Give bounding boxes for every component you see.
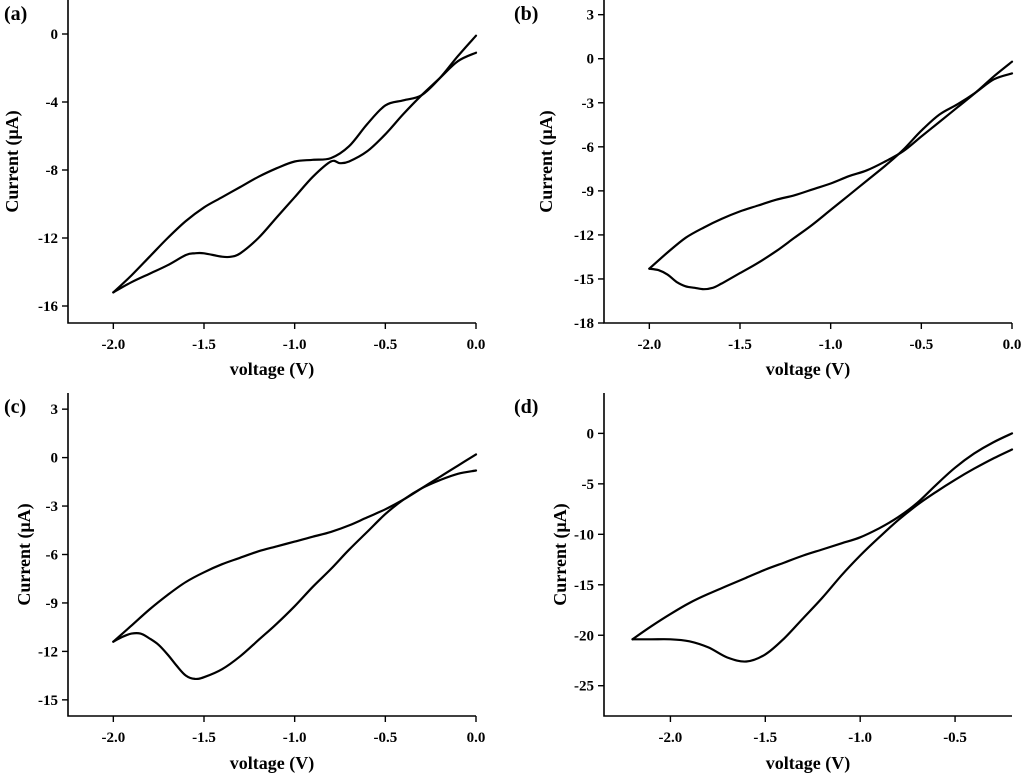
series-line-upper [112, 34, 478, 294]
x-tick-label: -1.0 [848, 730, 872, 746]
y-tick-label: -12 [38, 231, 58, 247]
chart-panel: 0 -4 -8 -12 -16 -2.0 -1.5 -1.0 -0.5 0.0 voltage (V… [2, 0, 485, 380]
y-tick-label: -9 [46, 596, 59, 612]
y-tick-label: -15 [38, 693, 58, 709]
axis-frame [67, 0, 476, 324]
y-axis-label: Current (μA) [536, 110, 557, 212]
x-tick-label: -2.0 [101, 337, 125, 353]
chart-panel: 3 0 -3 -6 -9 -12 -15 -2.0 -1.5 -1.0 -0.5 0.0 voltage… [4, 393, 485, 774]
y-axis-label: Current (μA) [2, 110, 23, 212]
x-tick-label: -1.5 [753, 730, 777, 746]
chart-panel: 3 0 -3 -6 -9 -12 -15 -18 -2.0 -1.5 -1.0 -0.5 0.0 volt… [514, 0, 1021, 380]
x-tick-label: 0.0 [1003, 337, 1022, 353]
x-tick-label: -0.5 [373, 337, 397, 353]
x-tick-label: -1.0 [283, 730, 307, 746]
x-tick-label: -1.0 [283, 337, 307, 353]
series-line-lower [648, 72, 1014, 291]
y-tick-label: -15 [574, 272, 594, 288]
x-tick-label: -0.5 [909, 337, 933, 353]
y-tick-label: -16 [38, 299, 58, 315]
y-tick-label: -3 [46, 499, 59, 515]
series-line-lower [631, 448, 1014, 663]
y-tick-label: -5 [582, 477, 595, 493]
y-tick-label: -12 [574, 228, 594, 244]
x-axis-label: voltage (V) [766, 753, 850, 774]
x-tick-label: -0.5 [943, 730, 967, 746]
y-tick-label: 3 [51, 402, 59, 418]
y-axis-label: Current (μA) [550, 503, 571, 605]
y-tick-label: -6 [582, 140, 595, 156]
y-tick-label: 3 [587, 8, 595, 24]
x-axis-label: voltage (V) [230, 359, 314, 380]
y-tick-label: -25 [574, 679, 594, 695]
panel-label: (b) [514, 3, 538, 25]
y-tick-label: 0 [51, 451, 59, 467]
series-line-lower [112, 51, 478, 294]
y-tick-label: -9 [582, 184, 595, 200]
series-line-lower [112, 469, 478, 681]
x-tick-label: 0.0 [467, 337, 486, 353]
y-tick-label: -6 [46, 548, 59, 564]
axis-frame [67, 393, 476, 717]
series-line-upper [648, 60, 1014, 270]
series-line-upper [631, 432, 1014, 641]
y-tick-label: 0 [587, 52, 595, 68]
y-tick-label: -3 [582, 96, 595, 112]
y-tick-label: -15 [574, 578, 594, 594]
y-tick-label: 0 [587, 426, 595, 442]
chart-panel: 0 -5 -10 -15 -20 -25 -2.0 -1.5 -1.0 -0.5 voltage (… [514, 393, 1014, 774]
y-tick-label: -18 [574, 316, 594, 332]
panel-label: (d) [514, 396, 538, 418]
x-tick-label: 0.0 [467, 730, 486, 746]
y-tick-label: -10 [574, 527, 594, 543]
axis-frame [603, 393, 1012, 717]
y-tick-label: -20 [574, 628, 594, 644]
y-tick-label: 0 [51, 27, 59, 43]
y-tick-label: -8 [46, 163, 59, 179]
panel-label: (a) [4, 3, 27, 25]
x-tick-label: -0.5 [373, 730, 397, 746]
x-tick-label: -1.5 [192, 730, 216, 746]
x-tick-label: -1.0 [819, 337, 843, 353]
axis-frame [603, 0, 1012, 324]
y-axis-label: Current (μA) [14, 503, 35, 605]
series-line-upper [112, 453, 478, 643]
y-tick-label: -4 [46, 95, 59, 111]
x-tick-label: -2.0 [659, 730, 683, 746]
x-tick-label: -1.5 [192, 337, 216, 353]
x-tick-label: -1.5 [728, 337, 752, 353]
x-axis-label: voltage (V) [230, 753, 314, 774]
y-tick-label: -12 [38, 644, 58, 660]
x-axis-label: voltage (V) [766, 359, 850, 380]
x-tick-label: -2.0 [637, 337, 661, 353]
panel-label: (c) [4, 396, 26, 418]
x-tick-label: -2.0 [101, 730, 125, 746]
